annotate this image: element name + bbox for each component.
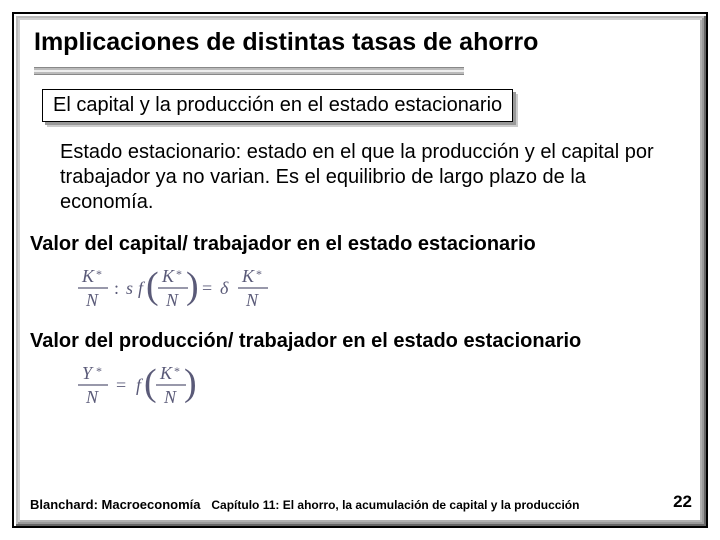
svg-text:=: =: [202, 278, 212, 298]
svg-text:Y: Y: [82, 363, 94, 383]
heading-capital: Valor del capital/ trabajador en el esta…: [30, 233, 692, 256]
svg-text:K: K: [81, 266, 95, 286]
svg-text:s: s: [126, 278, 133, 298]
body-paragraph: Estado estacionario: estado en el que la…: [60, 140, 672, 215]
svg-text:K: K: [159, 363, 173, 383]
title-divider: [34, 67, 464, 75]
svg-text:*: *: [256, 267, 262, 281]
svg-text:*: *: [176, 267, 182, 281]
svg-text:(: (: [144, 362, 157, 404]
formula-production: Y * N = f ( K * N ): [78, 361, 692, 413]
page-number: 22: [673, 492, 692, 512]
svg-text:*: *: [96, 267, 102, 281]
svg-text:=: =: [116, 375, 126, 395]
slide-content: Implicaciones de distintas tasas de ahor…: [30, 28, 692, 512]
svg-text:N: N: [245, 290, 259, 310]
svg-text:f: f: [136, 375, 144, 395]
svg-text:N: N: [163, 387, 177, 407]
slide-frame: Implicaciones de distintas tasas de ahor…: [12, 12, 708, 528]
heading-production: Valor del producción/ trabajador en el e…: [30, 330, 692, 353]
svg-text:): ): [184, 362, 197, 404]
svg-text:(: (: [146, 265, 159, 307]
svg-text::: :: [114, 278, 119, 298]
formula-capital: K * N : s f ( K * N ) = δ K: [78, 264, 692, 316]
svg-text:K: K: [161, 266, 175, 286]
footer-author: Blanchard: Macroeconomía: [30, 497, 201, 512]
subheading-box: El capital y la producción en el estado …: [42, 89, 513, 122]
footer-chapter: Capítulo 11: El ahorro, la acumulación d…: [211, 498, 579, 512]
svg-text:*: *: [96, 364, 102, 378]
svg-text:K: K: [241, 266, 255, 286]
svg-text:N: N: [85, 387, 99, 407]
svg-text:δ: δ: [220, 278, 229, 298]
slide-title: Implicaciones de distintas tasas de ahor…: [30, 28, 692, 57]
svg-text:N: N: [165, 290, 179, 310]
svg-text:*: *: [174, 364, 180, 378]
svg-text:): ): [186, 265, 199, 307]
footer: Blanchard: Macroeconomía Capítulo 11: El…: [30, 497, 692, 512]
svg-text:N: N: [85, 290, 99, 310]
svg-text:f: f: [138, 278, 146, 298]
